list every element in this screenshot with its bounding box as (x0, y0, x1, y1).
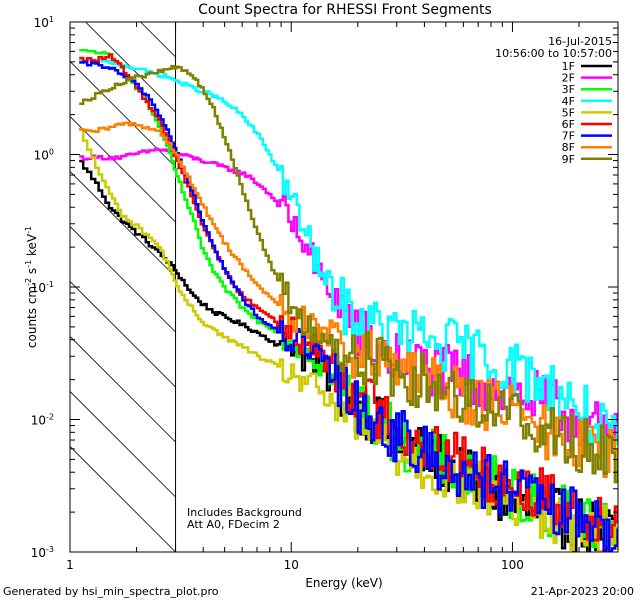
y-label-sup-3: -1 (24, 226, 33, 234)
hatch-stroke (69, 226, 176, 333)
hatch-stroke (69, 116, 176, 223)
y-label-sup-1: -2 (24, 278, 33, 286)
y-tick-label: 100 (34, 148, 54, 163)
legend-label-4F: 4F (562, 95, 575, 108)
annotation-background: Includes Background (187, 506, 302, 519)
timestamp-footer: 21-Apr-2023 20:00 (531, 585, 634, 598)
hatch-stroke (69, 391, 176, 498)
legend-label-1F: 1F (562, 60, 575, 73)
x-tick-label: 10 (284, 558, 299, 572)
hatch-stroke (69, 281, 176, 388)
series-4F (79, 58, 618, 447)
x-axis-label: Energy (keV) (305, 576, 382, 590)
hatch-stroke (69, 171, 176, 278)
hatch-stroke (140, 21, 176, 58)
legend-label-3F: 3F (562, 83, 575, 96)
chart-title: Count Spectra for RHESSI Front Segments (198, 2, 492, 18)
x-tick-label: 1 (66, 558, 74, 572)
legend-label-8F: 8F (562, 141, 575, 154)
y-label-mid-1: s (25, 268, 39, 278)
generated-by-footer: Generated by hsi_min_spectra_plot.pro (3, 585, 219, 598)
series-8F (79, 121, 618, 479)
series-layer (79, 48, 618, 552)
y-tick-label: 10-2 (31, 413, 54, 428)
legend-label-6F: 6F (562, 118, 575, 131)
legend-label-7F: 7F (562, 130, 575, 143)
y-label-base: counts cm (25, 286, 39, 348)
x-axis-ticks: 1 10 100 (66, 22, 619, 572)
time-range-label: 10:56:00 to 10:57:00 (495, 47, 612, 60)
date-label: 16-Jul-2015 (548, 35, 612, 48)
hatch-stroke (69, 446, 176, 553)
excluded-energy-hatch (69, 21, 177, 553)
legend-label-9F: 9F (562, 153, 575, 166)
y-label-mid-2: keV (25, 233, 39, 260)
hatch-stroke (69, 336, 176, 443)
annotation-attenuator: Att A0, FDecim 2 (187, 518, 280, 531)
legend-label-2F: 2F (562, 72, 575, 85)
y-tick-label: 10-3 (31, 545, 54, 560)
legend-label-5F: 5F (562, 106, 575, 119)
x-tick-label: 100 (501, 558, 524, 572)
series-9F (79, 64, 618, 484)
y-axis-label: counts cm-2 s-1 keV-1 (24, 226, 39, 348)
y-axis-ticks: 10-3 10-2 10-1 100 101 (31, 15, 618, 560)
y-tick-label: 10-1 (31, 280, 54, 295)
y-tick-label: 101 (34, 15, 54, 30)
y-label-sup-2: -1 (24, 260, 33, 268)
